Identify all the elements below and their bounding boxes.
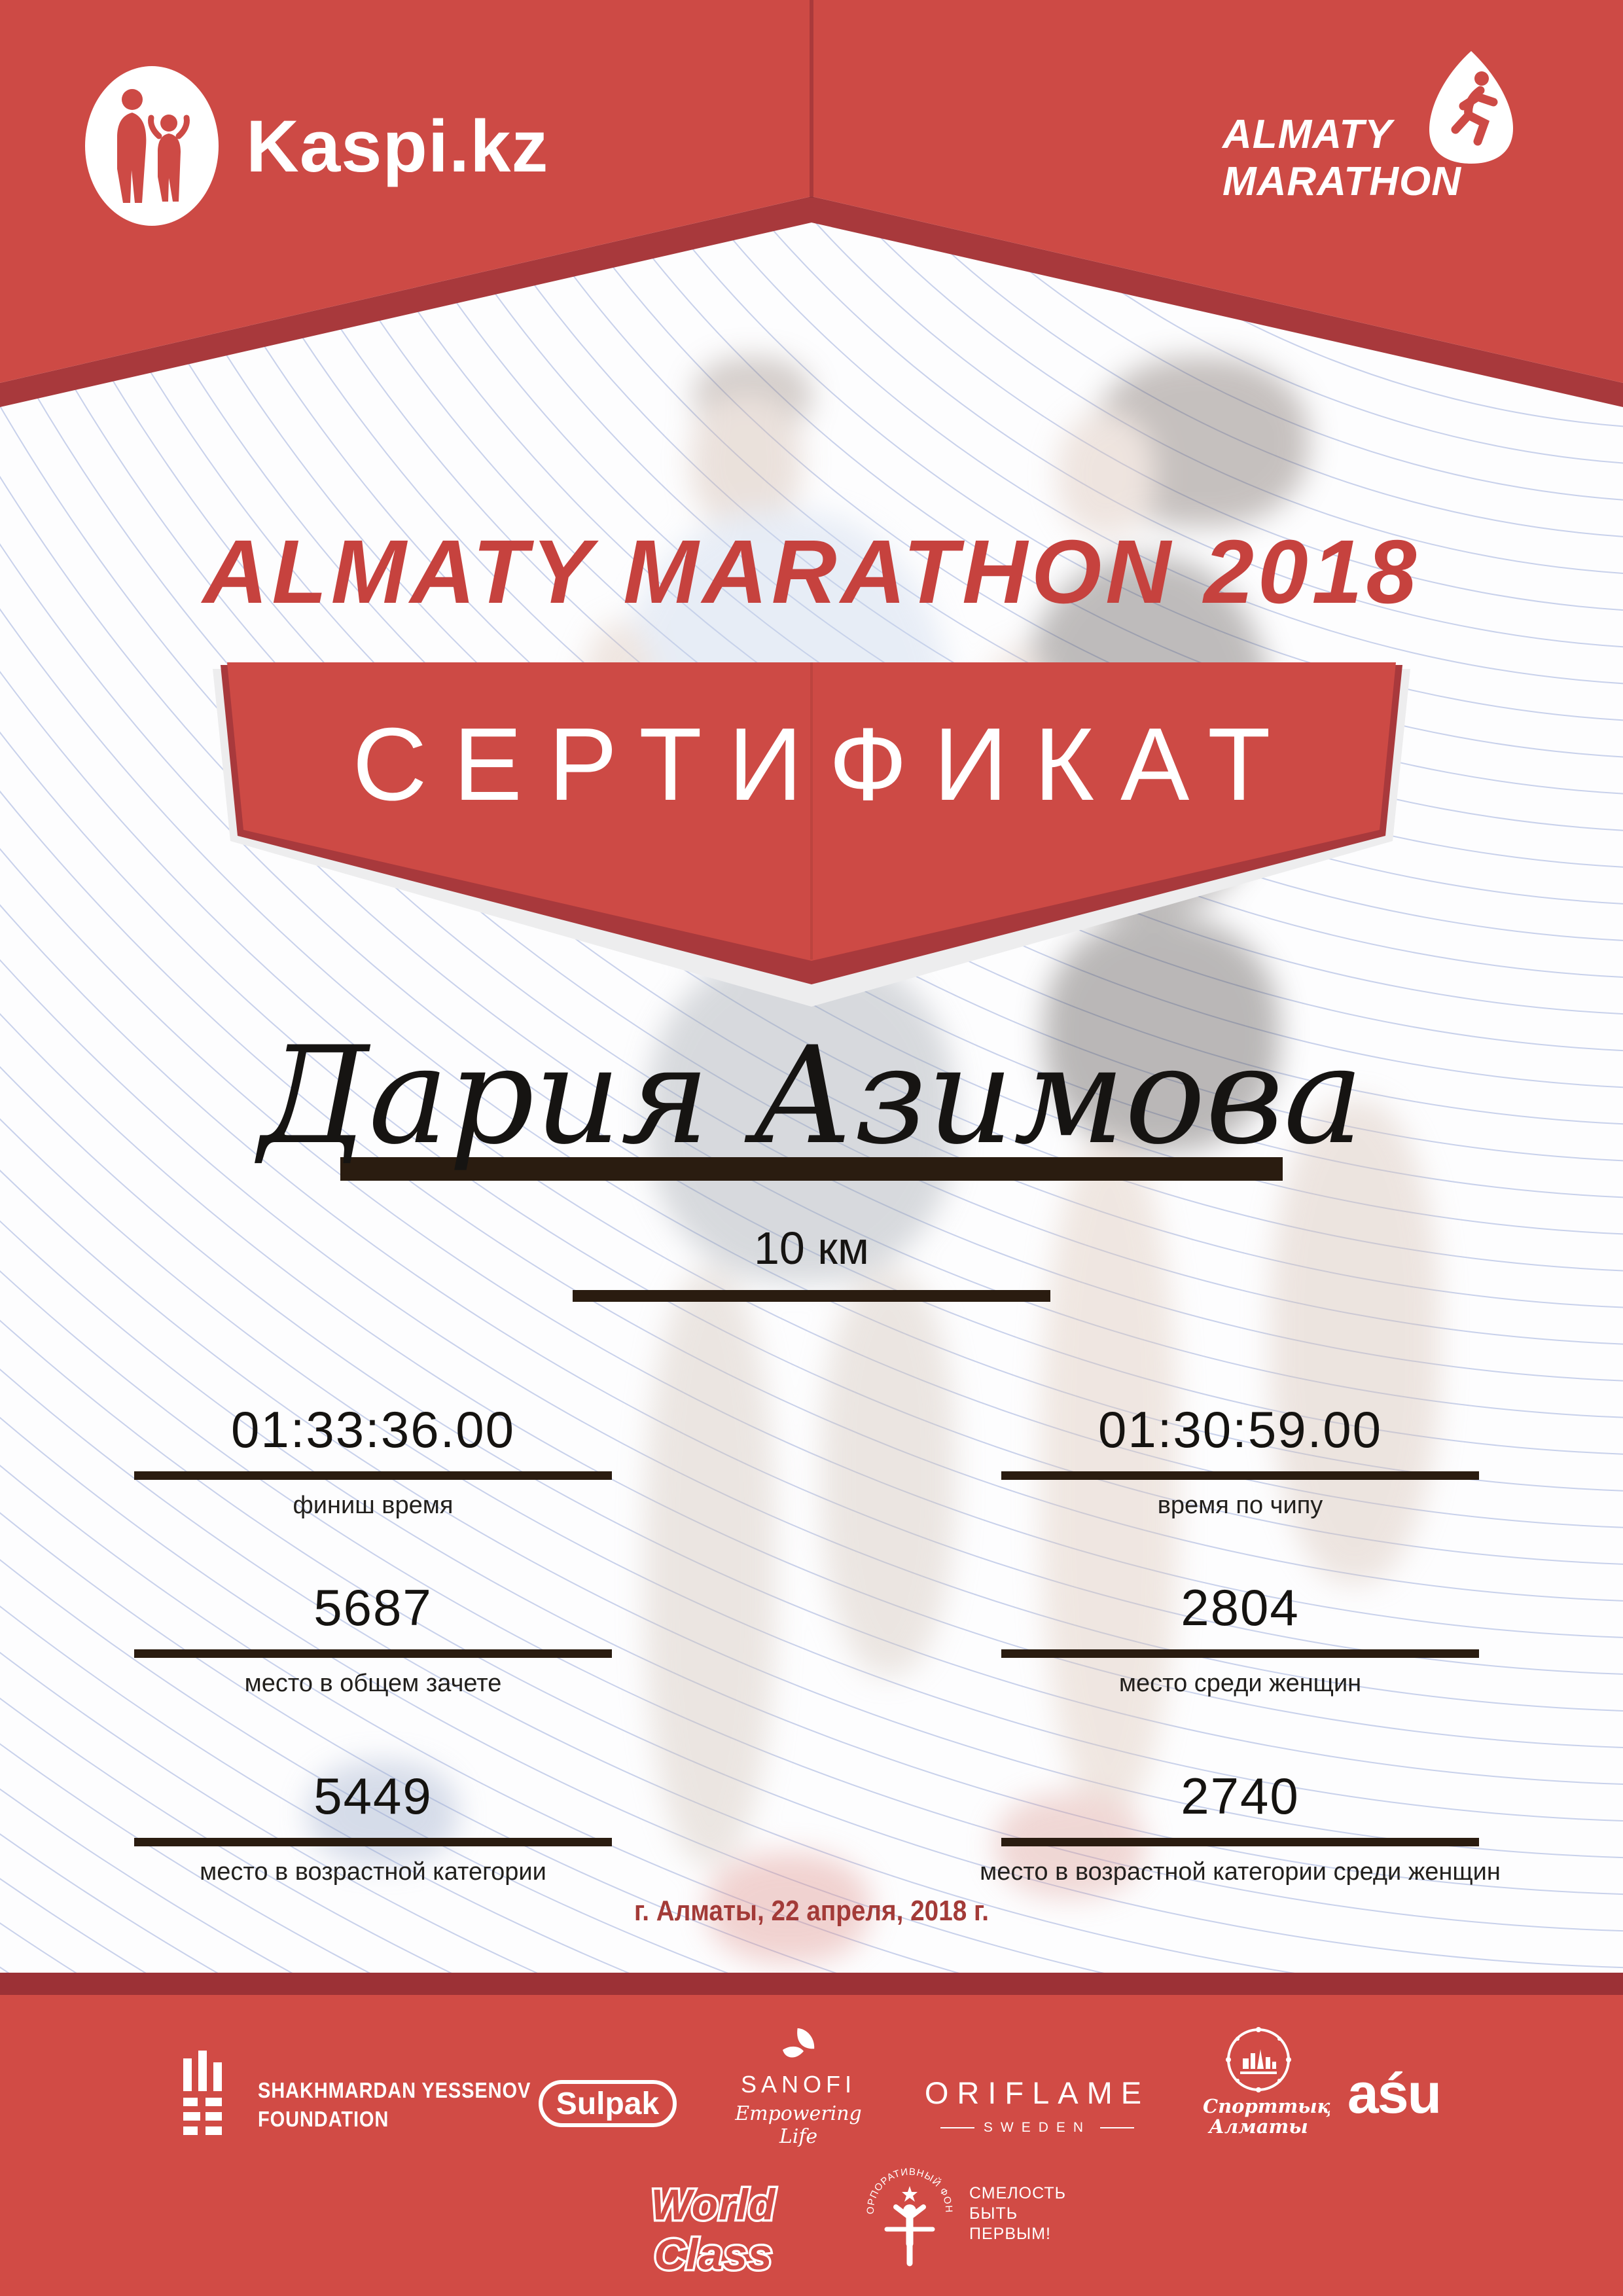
fund-slogan: СМЕЛОСТЬ БЫТЬ ПЕРВЫМ!: [969, 2183, 1066, 2244]
yessenov-bars-icon: [183, 2051, 223, 2135]
header-right-flap: [812, 0, 1623, 383]
stat-underline: [134, 1471, 612, 1480]
runner-woman-leg-2: [1270, 1100, 1440, 1584]
stat-label: место среди женщин: [1118, 1670, 1362, 1697]
kaspi-logo: Kaspi.kz: [85, 65, 548, 226]
header-right-flap-shadow: [812, 196, 1623, 407]
stat-label: время по чипу: [1157, 1492, 1323, 1519]
yessenov-line1: SHAKHMARDAN YESSENOV: [258, 2078, 531, 2102]
stat-age-category-place: 5449 место в возрастной категории: [111, 1759, 635, 1886]
sporttyk-emblem-icon: [1226, 2027, 1291, 2092]
sanofi-wordmark: SANOFI: [740, 2071, 856, 2098]
certificate-ribbon-shape: [213, 662, 1410, 1007]
name-underline: [340, 1157, 1283, 1181]
oriflame-sweden: SWEDEN: [983, 2120, 1092, 2135]
kaspi-wordmark: Kaspi.kz: [246, 105, 549, 187]
almaty-marathon-egg-icon: [1429, 51, 1513, 164]
stat-value: 01:33:36.00: [230, 1401, 516, 1458]
stat-women-place: 2804 место среди женщин: [978, 1571, 1502, 1698]
fund-slogan-line1: СМЕЛОСТЬ: [969, 2184, 1067, 2202]
fund-slogan-line3: ПЕРВЫМ!: [969, 2225, 1051, 2243]
stat-underline: [134, 1838, 612, 1846]
sporttyk-line2: Алматы: [1209, 2115, 1308, 2138]
runner-man-leg-1: [645, 1270, 776, 1865]
stat-overall-place: 5687 место в общем зачете: [111, 1571, 635, 1698]
event-date: г. Алматы, 22 апреля, 2018 г.: [633, 1895, 990, 1927]
sporttyk-line1: Спорттық: [1203, 2095, 1331, 2117]
stat-label: финиш время: [293, 1492, 454, 1519]
sanofi-tagline: Empowering Life: [735, 2102, 862, 2148]
distance: 10 км: [753, 1223, 870, 1274]
stat-value: 2740: [1181, 1767, 1300, 1825]
sponsor-asu: aśu: [1347, 2062, 1442, 2125]
fund-runner-icon: КОРПОРАТИВНЫЙ ФОНД: [861, 2160, 954, 2267]
runner-man-head: [690, 393, 802, 530]
oriflame-rule-left: [940, 2127, 974, 2128]
stat-underline: [1001, 1471, 1479, 1480]
sanofi-bird-icon: [783, 2028, 815, 2058]
stat-underline: [134, 1649, 612, 1658]
event-title: ALMATY MARATHON 2018: [202, 522, 1421, 622]
oriflame-wordmark: ORIFLAME: [924, 2075, 1150, 2110]
stat-value: 5687: [313, 1579, 433, 1636]
oriflame-subline: SWEDEN: [919, 2120, 1155, 2136]
sponsor-yessenov: SHAKHMARDAN YESSENOV FOUNDATION: [258, 2076, 531, 2134]
almaty-marathon-line1: ALMATY: [1222, 112, 1393, 157]
stat-age-category-women-place: 2740 место в возрастной категории среди …: [978, 1759, 1502, 1886]
yessenov-line2: FOUNDATION: [258, 2107, 389, 2131]
stat-label: место в возрастной категории: [200, 1858, 546, 1886]
stat-underline: [1001, 1838, 1479, 1846]
sponsor-sporttyk: Спорттық Алматы: [1203, 2026, 1331, 2138]
stat-finish-time: 01:33:36.00 финиш время: [111, 1393, 635, 1520]
runner-man-hair: [694, 357, 812, 435]
sponsor-sanofi: SANOFI Empowering Life: [733, 2028, 864, 2148]
sponsor-oriflame: ORIFLAME SWEDEN: [919, 2075, 1155, 2136]
stat-label: место в возрастной категории среди женщи…: [980, 1858, 1501, 1886]
almaty-marathon-line2: MARATHON: [1222, 159, 1462, 204]
recipient-name: Дария Азимова: [259, 1018, 1364, 1174]
runner-woman-shorts: [1044, 916, 1279, 1152]
footer-top-strip: [0, 1973, 1623, 1995]
almaty-marathon-logo: ALMATY MARATHON: [1217, 46, 1531, 209]
fund-slogan-line2: БЫТЬ: [969, 2204, 1018, 2223]
stat-value: 01:30:59.00: [1097, 1401, 1383, 1458]
stat-value: 5449: [313, 1767, 433, 1825]
ribbon-front-layer: [227, 662, 1396, 961]
stat-value: 2804: [1181, 1579, 1300, 1636]
sponsor-world-class: World Class: [649, 2178, 777, 2281]
stat-label: место в общем зачете: [244, 1670, 502, 1697]
stat-chip-time: 01:30:59.00 время по чипу: [978, 1393, 1502, 1520]
header-left-flap-shadow: [0, 196, 812, 407]
runner-woman-hair: [1093, 357, 1309, 527]
runner-red-shoe-1: [707, 1852, 870, 1964]
runner-man-shoe: [308, 1761, 458, 1865]
certificate-label: СЕРТИФИКАТ: [352, 707, 1297, 822]
sponsor-fund: КОРПОРАТИВНЫЙ ФОНД СМЕЛОСТЬ БЫТЬ ПЕРВЫМ!: [861, 2160, 1066, 2268]
stat-underline: [1001, 1649, 1479, 1658]
runner-woman-head: [1057, 412, 1155, 537]
distance-underline: [573, 1290, 1050, 1302]
sponsor-sulpak: Sulpak: [539, 2080, 677, 2127]
kaspi-mark-icon: [85, 66, 219, 226]
oriflame-rule-right: [1100, 2127, 1135, 2128]
sulpak-wordmark: Sulpak: [556, 2086, 660, 2121]
runner-man-leg-2: [821, 1270, 955, 1676]
runner-man-shorts: [648, 949, 955, 1283]
